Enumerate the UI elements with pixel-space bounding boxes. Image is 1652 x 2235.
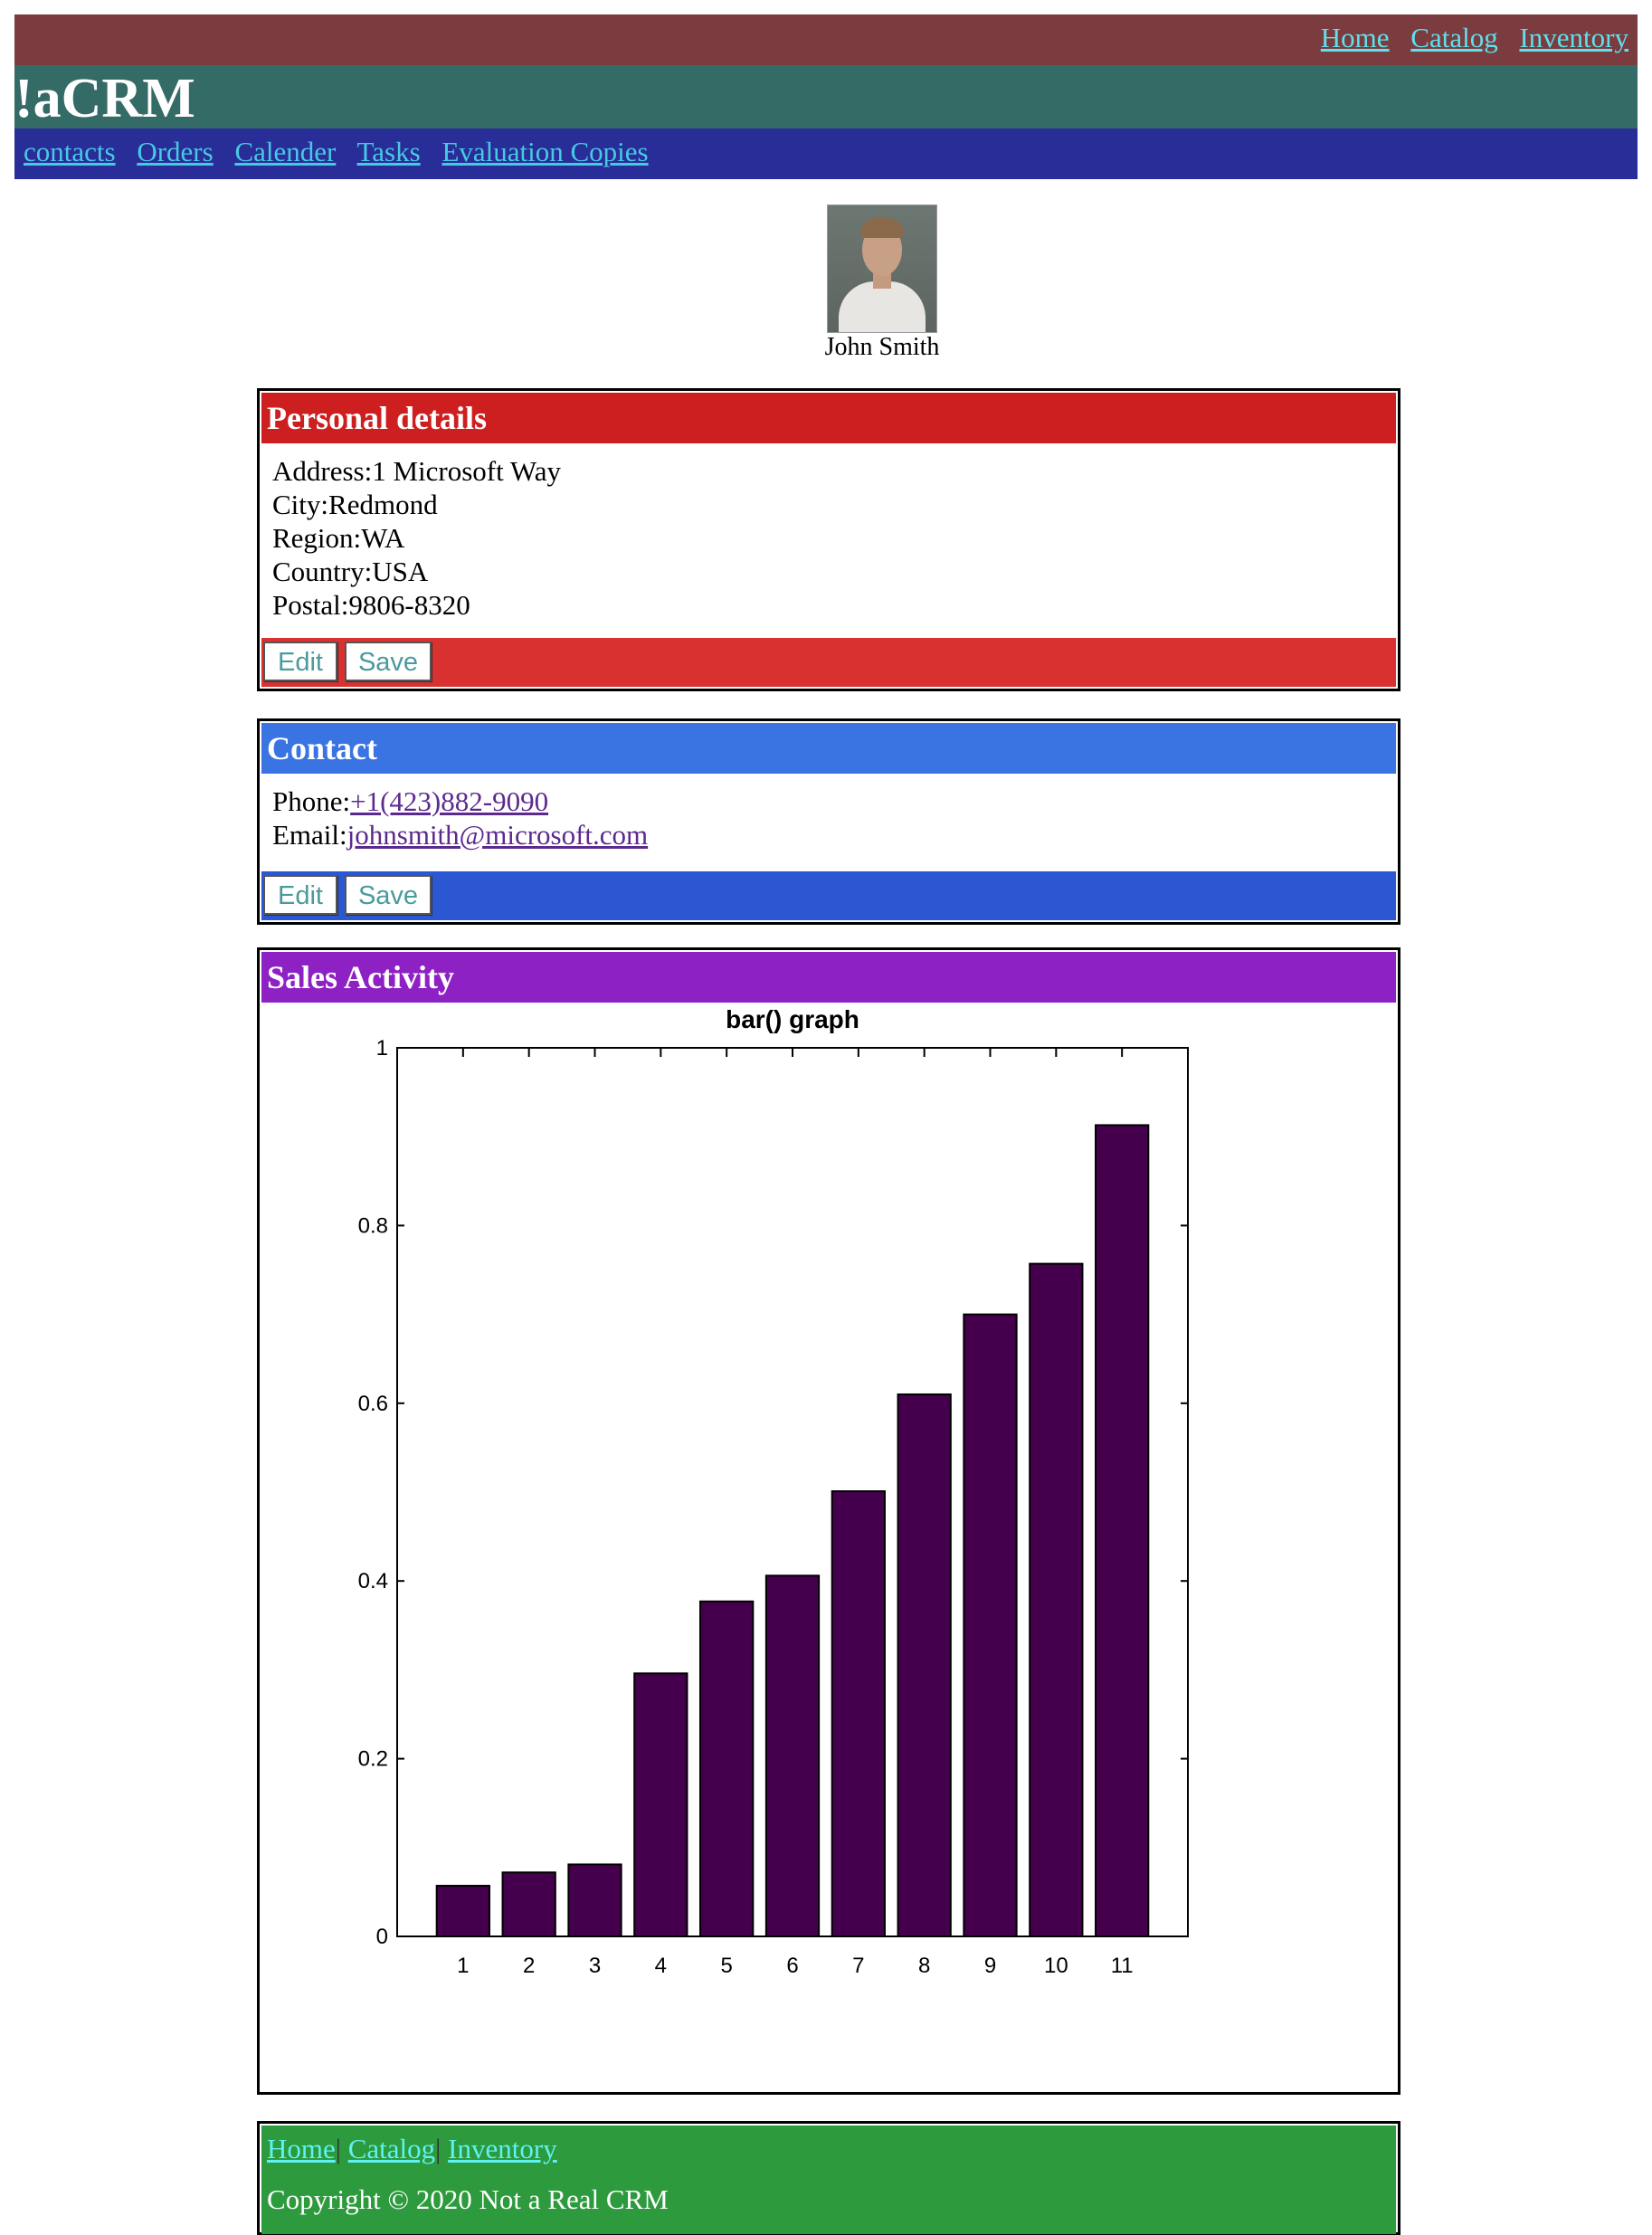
- footer-separator: |: [435, 2133, 441, 2164]
- city-value: Redmond: [328, 489, 438, 520]
- avatar-hair: [860, 218, 904, 238]
- nav-link-evaluation-copies[interactable]: Evaluation Copies: [441, 136, 649, 167]
- nav-link-tasks[interactable]: Tasks: [356, 136, 421, 167]
- chart-bar: [435, 1885, 490, 1937]
- x-tick-label: 7: [852, 1954, 864, 1978]
- chart-bar: [897, 1393, 952, 1938]
- nav-link-contacts[interactable]: contacts: [24, 136, 116, 167]
- email-line: Email:johnsmith@microsoft.com: [272, 818, 1385, 851]
- footer-link-inventory[interactable]: Inventory: [448, 2133, 557, 2164]
- postal-line: Postal:9806-8320: [272, 588, 1385, 622]
- profile-card: John Smith: [814, 204, 950, 362]
- footer-inner: Home| Catalog| Inventory Copyright © 202…: [261, 2126, 1396, 2234]
- personal-edit-button[interactable]: Edit: [263, 642, 337, 681]
- y-tick-label: 0.2: [358, 1747, 388, 1772]
- sales-activity-panel: Sales Activity bar() graph 1 2 3 4 5 6 7 8 9 10 11 0…: [257, 947, 1400, 2095]
- chart-title: bar() graph: [726, 1005, 859, 1033]
- x-tick-label: 11: [1111, 1954, 1134, 1978]
- profile-name: John Smith: [824, 333, 940, 361]
- top-link-catalog[interactable]: Catalog: [1410, 22, 1498, 53]
- x-tick-label: 4: [655, 1954, 667, 1978]
- title-bar: !aCRM: [14, 65, 1638, 129]
- chart-bar: [633, 1672, 688, 1937]
- app-title: !aCRM: [14, 68, 195, 129]
- contact-title: Contact: [261, 723, 1396, 774]
- personal-details-actions: Edit Save: [261, 638, 1396, 687]
- chart-bar: [501, 1871, 556, 1938]
- postal-label: Postal:: [272, 589, 349, 621]
- email-link[interactable]: johnsmith@microsoft.com: [347, 819, 649, 851]
- chart-bar: [567, 1863, 622, 1938]
- chart-bar: [699, 1600, 755, 1937]
- address-line: Address:1 Microsoft Way: [272, 454, 1385, 488]
- contact-body: Phone:+1(423)882-9090 Email:johnsmith@mi…: [260, 774, 1398, 857]
- nav-link-calender[interactable]: Calender: [234, 136, 337, 167]
- top-link-home[interactable]: Home: [1320, 22, 1390, 53]
- top-link-bar: Home Catalog Inventory: [14, 14, 1638, 65]
- footer-links: Home| Catalog| Inventory: [267, 2126, 1396, 2165]
- y-tick-label: 0.6: [358, 1392, 388, 1416]
- x-tick-label: 9: [984, 1954, 996, 1978]
- y-tick-label: 0.8: [358, 1213, 388, 1238]
- top-links: Home Catalog Inventory: [1306, 22, 1628, 54]
- email-label: Email:: [272, 819, 347, 851]
- sales-activity-title: Sales Activity: [261, 952, 1396, 1003]
- phone-link[interactable]: +1(423)882-9090: [350, 785, 549, 817]
- address-value: 1 Microsoft Way: [372, 455, 561, 487]
- y-tick-label: 0: [376, 1925, 388, 1949]
- chart-bar: [764, 1574, 821, 1937]
- contact-panel: Contact Phone:+1(423)882-9090 Email:john…: [257, 718, 1400, 925]
- region-line: Region:WA: [272, 521, 1385, 555]
- x-tick-label: 1: [457, 1954, 469, 1978]
- chart-bar: [831, 1490, 886, 1937]
- x-tick-label: 8: [918, 1954, 930, 1978]
- x-tick-label: 3: [589, 1954, 601, 1978]
- personal-details-body: Address:1 Microsoft Way City:Redmond Reg…: [260, 443, 1398, 627]
- chart-bar: [963, 1313, 1018, 1938]
- postal-value: 9806-8320: [348, 589, 470, 621]
- city-label: City:: [272, 489, 329, 520]
- contact-save-button[interactable]: Save: [345, 875, 432, 915]
- country-line: Country:USA: [272, 555, 1385, 588]
- x-tick-label: 5: [720, 1954, 732, 1978]
- sales-bar-chart: bar() graph 1 2 3 4 5 6 7 8 9 10 11 0 0.2 0.4 0.6 0.8 1: [358, 1005, 1189, 1978]
- y-tick-label: 1: [376, 1036, 388, 1060]
- contact-actions: Edit Save: [261, 871, 1396, 920]
- contact-edit-button[interactable]: Edit: [263, 875, 337, 915]
- chart-bar: [1029, 1262, 1084, 1938]
- top-link-inventory[interactable]: Inventory: [1519, 22, 1628, 53]
- personal-save-button[interactable]: Save: [345, 642, 432, 681]
- phone-label: Phone:: [272, 785, 351, 817]
- chart-bar: [1095, 1124, 1150, 1937]
- nav-link-orders[interactable]: Orders: [137, 136, 214, 167]
- personal-details-title: Personal details: [261, 393, 1396, 443]
- region-label: Region:: [272, 522, 362, 554]
- country-label: Country:: [272, 556, 373, 587]
- footer: Home| Catalog| Inventory Copyright © 202…: [257, 2121, 1400, 2235]
- main-nav-links: contacts Orders Calender Tasks Evaluatio…: [24, 136, 663, 168]
- country-value: USA: [372, 556, 429, 587]
- main-nav-bar: contacts Orders Calender Tasks Evaluatio…: [14, 128, 1638, 179]
- x-tick-label: 6: [786, 1954, 798, 1978]
- x-tick-label: 2: [523, 1954, 535, 1978]
- copyright-text: Copyright © 2020 Not a Real CRM: [267, 2183, 669, 2215]
- avatar-shirt: [839, 281, 926, 332]
- y-tick-label: 0.4: [358, 1569, 388, 1593]
- x-tick-label: 10: [1044, 1954, 1068, 1978]
- address-label: Address:: [272, 455, 373, 487]
- phone-line: Phone:+1(423)882-9090: [272, 785, 1385, 818]
- region-value: WA: [361, 522, 405, 554]
- avatar: [827, 204, 937, 333]
- city-line: City:Redmond: [272, 488, 1385, 521]
- footer-link-home[interactable]: Home: [267, 2133, 336, 2164]
- footer-separator: |: [335, 2133, 341, 2164]
- footer-link-catalog[interactable]: Catalog: [347, 2133, 436, 2164]
- personal-details-panel: Personal details Address:1 Microsoft Way…: [257, 388, 1400, 691]
